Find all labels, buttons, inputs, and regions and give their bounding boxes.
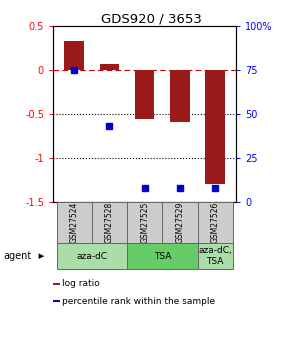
- Text: GSM27524: GSM27524: [70, 202, 79, 243]
- Bar: [170, 70, 190, 122]
- Bar: [57, 202, 92, 243]
- Bar: [127, 202, 162, 243]
- Bar: [100, 64, 119, 70]
- Text: TSA: TSA: [154, 252, 171, 261]
- Text: GSM27526: GSM27526: [211, 202, 220, 243]
- Bar: [198, 243, 233, 269]
- Text: GSM27529: GSM27529: [175, 202, 185, 243]
- Bar: [53, 300, 60, 302]
- Bar: [57, 243, 127, 269]
- Bar: [65, 41, 84, 70]
- Bar: [127, 243, 198, 269]
- Text: log ratio: log ratio: [62, 279, 100, 288]
- Text: percentile rank within the sample: percentile rank within the sample: [62, 297, 215, 306]
- Bar: [53, 283, 60, 285]
- Bar: [162, 202, 198, 243]
- Text: aza-dC,
TSA: aza-dC, TSA: [198, 246, 232, 266]
- Text: agent: agent: [3, 251, 31, 261]
- Bar: [205, 70, 225, 184]
- Text: GDS920 / 3653: GDS920 / 3653: [101, 12, 202, 25]
- Bar: [135, 70, 154, 119]
- Bar: [198, 202, 233, 243]
- Text: GSM27525: GSM27525: [140, 202, 149, 243]
- Bar: [92, 202, 127, 243]
- Text: GSM27528: GSM27528: [105, 202, 114, 243]
- Text: aza-dC: aza-dC: [76, 252, 107, 261]
